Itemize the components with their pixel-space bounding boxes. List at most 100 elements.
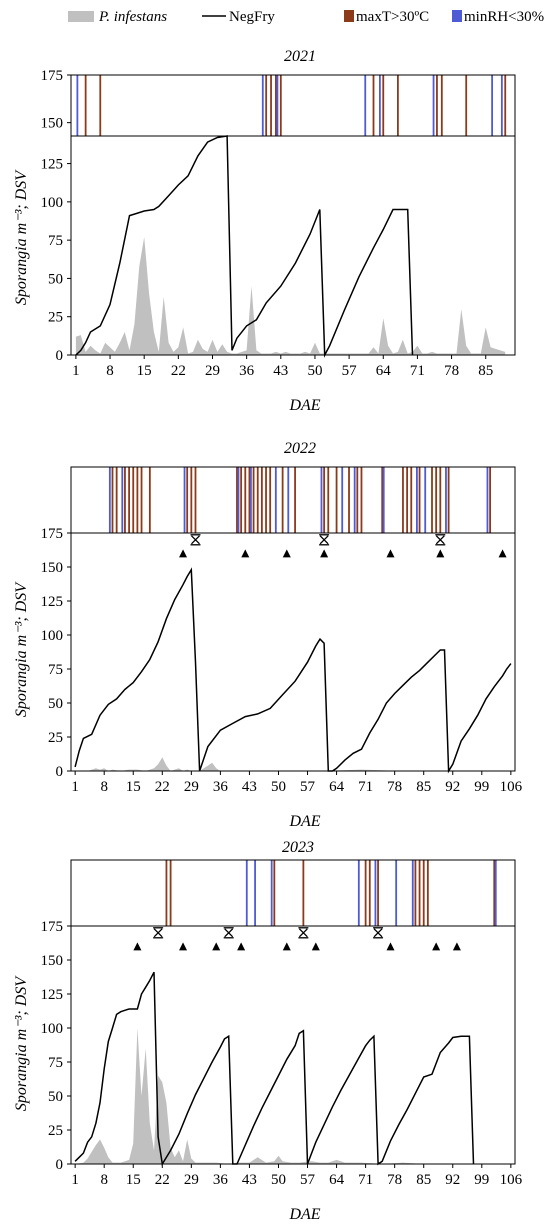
panel-2021: 2021 0 25 50 75 100 125 150 175 1 8 15 22 29 36 43 50 57 6…: [13, 48, 516, 414]
x-tick-label: 78: [387, 1172, 402, 1188]
x-tick-label: 15: [126, 779, 141, 795]
y-tick-label: 100: [41, 628, 64, 644]
x-tick-label: 36: [213, 779, 229, 795]
x-tick-label: 1: [71, 779, 79, 795]
legend-swatch-maxt: [344, 10, 354, 22]
y-tick-label: 75: [48, 233, 63, 249]
legend-swatch-p-infestans: [68, 11, 94, 22]
x-tick-label: 29: [205, 363, 220, 379]
marker-asterisk: [190, 534, 201, 546]
x-tick-label: 15: [137, 363, 152, 379]
asterisk-stroke: [224, 928, 234, 938]
event-strip-frame: [70, 74, 516, 137]
y-tick-label: 25: [48, 310, 63, 326]
marker-triangle: [498, 549, 507, 558]
x-tick-label: 50: [271, 779, 286, 795]
marker-triangle: [386, 942, 395, 951]
x-tick-label: 50: [271, 1172, 286, 1188]
x-tick-label: 92: [445, 779, 460, 795]
y-tick-label: 25: [48, 730, 63, 746]
x-tick-label: 106: [500, 779, 523, 795]
x-axis-label: DAE: [288, 1206, 320, 1223]
series-p-infestans-area: [75, 1028, 511, 1164]
x-tick-label: 71: [358, 779, 373, 795]
x-tick-label: 8: [106, 363, 114, 379]
y-tick-label: 75: [48, 662, 63, 678]
event-strip-frame: [70, 859, 516, 927]
x-tick-label: 1: [71, 1172, 79, 1188]
x-tick-label: 43: [242, 779, 257, 795]
series-negfry-line: [75, 135, 414, 358]
marker-triangle: [436, 549, 445, 558]
x-tick-label: 22: [171, 363, 186, 379]
y-tick-label: 0: [56, 348, 64, 364]
x-tick-label: 64: [329, 1172, 345, 1188]
marker-asterisk: [319, 534, 330, 546]
y-tick-label: 0: [56, 1157, 64, 1173]
y-tick-label: 100: [41, 1021, 64, 1037]
x-tick-label: 106: [500, 1172, 523, 1188]
panel-title: 2021: [284, 48, 316, 65]
x-axis-label: DAE: [288, 813, 320, 830]
marker-triangle: [311, 942, 320, 951]
series-negfry-line: [74, 971, 475, 1167]
marker-triangle: [179, 549, 188, 558]
asterisk-stroke: [298, 928, 308, 938]
x-tick-label: 36: [239, 363, 255, 379]
x-tick-label: 1: [72, 363, 80, 379]
x-tick-label: 22: [155, 1172, 170, 1188]
asterisk-stroke: [435, 535, 445, 545]
x-tick-label: 99: [474, 779, 489, 795]
plot-area-frame: [70, 532, 516, 772]
x-tick-label: 85: [416, 1172, 431, 1188]
x-tick-label: 22: [155, 779, 170, 795]
y-axis-label: Sporangia m⁻³; DSV: [13, 169, 30, 305]
x-tick-label: 85: [416, 779, 431, 795]
asterisk-stroke: [153, 928, 163, 938]
y-tick-label: 125: [41, 157, 64, 173]
plot-area-frame: [70, 135, 516, 356]
x-tick-label: 43: [242, 1172, 257, 1188]
x-tick-label: 57: [342, 363, 358, 379]
marker-triangle: [320, 549, 329, 558]
asterisk-stroke: [373, 928, 383, 938]
plot-area-frame: [70, 925, 516, 1165]
y-tick-label: 50: [48, 696, 63, 712]
x-tick-label: 57: [300, 1172, 316, 1188]
x-tick-label: 71: [358, 1172, 373, 1188]
x-tick-label: 29: [184, 779, 199, 795]
panel-2022: 2022 0 25 50 75 100 125 150 175 1 8 15 22 29 36 43 50 57 6…: [13, 440, 523, 830]
y-tick-label: 50: [48, 1089, 63, 1105]
y-tick-label: 0: [56, 764, 64, 780]
x-tick-label: 92: [445, 1172, 460, 1188]
x-tick-label: 78: [387, 779, 402, 795]
marker-triangle: [282, 549, 291, 558]
x-tick-label: 15: [126, 1172, 141, 1188]
series-p-infestans-area: [75, 757, 511, 771]
y-tick-label: 25: [48, 1123, 63, 1139]
x-tick-label: 78: [444, 363, 459, 379]
y-tick-label: 150: [41, 116, 64, 132]
asterisk-stroke: [191, 535, 200, 545]
legend-label-3: minRH<30%: [464, 9, 544, 25]
marker-asterisk: [223, 927, 234, 939]
x-tick-label: 8: [100, 779, 108, 795]
x-tick-label: 85: [478, 363, 493, 379]
series-negfry-line: [74, 567, 512, 774]
marker-triangle: [386, 549, 395, 558]
x-tick-label: 29: [184, 1172, 199, 1188]
legend-swatch-minrh: [452, 10, 462, 22]
marker-triangle: [212, 942, 221, 951]
x-tick-label: 43: [273, 363, 288, 379]
x-tick-label: 36: [213, 1172, 229, 1188]
y-tick-label: 175: [41, 526, 64, 542]
panel-title: 2022: [284, 440, 316, 457]
y-tick-label: 50: [48, 271, 63, 287]
marker-triangle: [282, 942, 291, 951]
panel-2023: 2023 0 25 50 75 100 125 150 175 1 8 15 22 29 36 43 50 57 6…: [13, 839, 523, 1223]
y-tick-label: 175: [41, 919, 64, 935]
x-axis-label: DAE: [288, 397, 320, 414]
x-tick-label: 50: [307, 363, 322, 379]
y-tick-label: 125: [41, 987, 64, 1003]
